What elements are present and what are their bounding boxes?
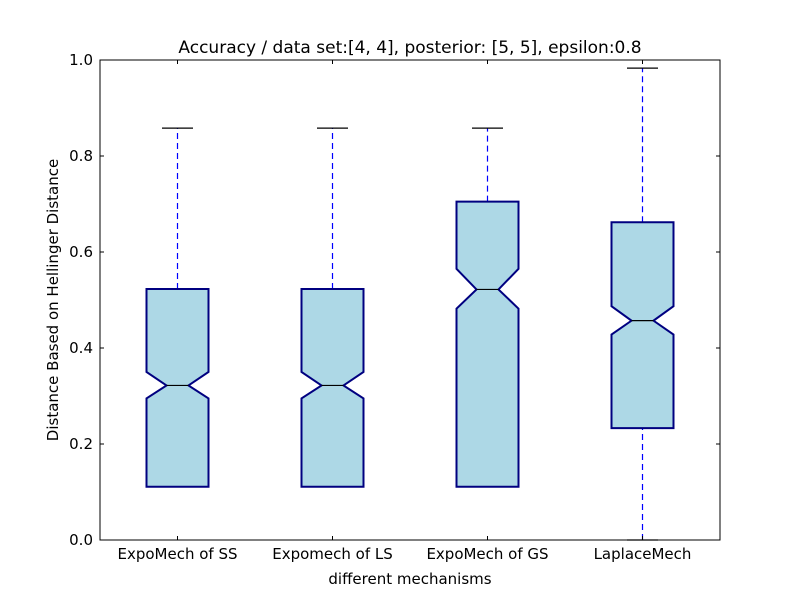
x-tick-label: Expomech of LS bbox=[272, 545, 393, 563]
plot-frame bbox=[99, 59, 721, 541]
y-tick-label: 0.0 bbox=[69, 531, 93, 549]
notched-box bbox=[455, 200, 520, 488]
notched-box bbox=[610, 221, 675, 430]
x-tick-label: ExpoMech of SS bbox=[117, 545, 237, 563]
x-axis-label: different mechanisms bbox=[328, 570, 491, 588]
chart-title: Accuracy / data set:[4, 4], posterior: [… bbox=[178, 38, 641, 58]
box-group-4 bbox=[610, 67, 675, 541]
y-axis-label: Distance Based on Hellinger Distance bbox=[44, 159, 62, 441]
box-group-2 bbox=[300, 127, 365, 488]
axes-layer: ExpoMech of SS Expomech of LS ExpoMech of … bbox=[69, 51, 720, 563]
boxes-layer bbox=[145, 67, 675, 541]
box-group-3 bbox=[455, 127, 520, 488]
box-group-1 bbox=[145, 127, 210, 488]
notched-box bbox=[145, 287, 210, 488]
x-tick-label: LaplaceMech bbox=[594, 545, 692, 563]
y-tick-label: 1.0 bbox=[69, 51, 93, 69]
y-tick-label: 0.4 bbox=[69, 339, 93, 357]
y-tick-label: 0.2 bbox=[69, 435, 93, 453]
y-tick-label: 0.8 bbox=[69, 147, 93, 165]
x-tick-label: ExpoMech of GS bbox=[426, 545, 548, 563]
y-tick-label: 0.6 bbox=[69, 243, 93, 261]
notched-box bbox=[300, 287, 365, 488]
